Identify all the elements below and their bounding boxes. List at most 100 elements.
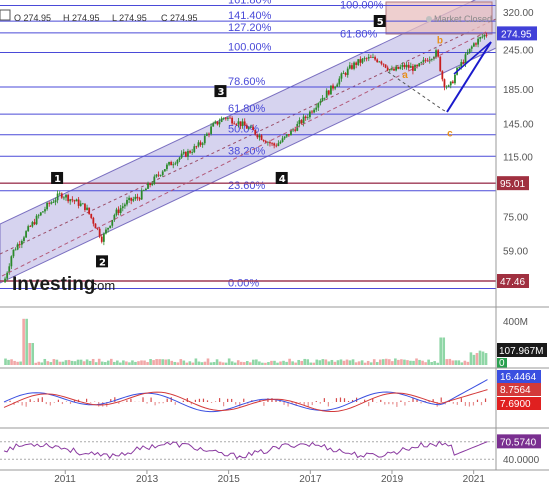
candle-body (470, 46, 473, 49)
market-status: Market Closed (426, 14, 492, 24)
volume-bar (264, 362, 267, 365)
candle-body (384, 64, 387, 68)
volume-bar (131, 360, 134, 365)
volume-bar (164, 359, 167, 365)
volume-bar (472, 354, 476, 365)
macd-value: 16.4464 (500, 372, 537, 383)
candle-body (58, 193, 61, 195)
volume-bar (288, 358, 291, 365)
candle-body (65, 194, 67, 198)
volume-bar (88, 360, 92, 365)
candle-body (107, 227, 109, 230)
candle-body (330, 85, 332, 95)
volume-bar (258, 361, 261, 365)
volume-bar (43, 358, 47, 365)
candle-body (403, 64, 406, 68)
candle-body (184, 151, 187, 157)
volume-bar (55, 359, 59, 365)
candle-body (77, 199, 80, 206)
logo-name: Investing (12, 274, 95, 295)
candle-body (197, 142, 200, 147)
candle-body (231, 117, 234, 124)
candle-body (81, 203, 84, 205)
candle-body (252, 126, 255, 131)
volume-bar (424, 362, 427, 365)
candle-body (258, 135, 261, 138)
candle-body (145, 188, 147, 191)
candle-body (140, 190, 143, 200)
candle-body (294, 129, 297, 131)
fib-label: 161.80% (228, 0, 272, 7)
volume-bar (245, 361, 249, 365)
volume-bar (406, 360, 409, 365)
candle-body (353, 62, 355, 69)
volume-bar (375, 362, 379, 365)
macd-line (3, 379, 488, 413)
candle-body (212, 123, 215, 127)
candle-body (262, 139, 265, 142)
volume-bar (418, 359, 421, 365)
candle-body (271, 143, 273, 145)
candle-body (462, 62, 465, 64)
volume-bar (261, 362, 264, 365)
volume-bar (342, 360, 346, 365)
correction-path (387, 71, 448, 113)
corrective-label: c (447, 129, 453, 140)
candle-body (8, 266, 11, 273)
candle-body (151, 183, 154, 186)
volume-bar (22, 318, 25, 365)
volume-bar (206, 358, 210, 365)
candle-body (382, 63, 385, 65)
candle-body (447, 85, 450, 87)
candle-body (348, 65, 351, 69)
volume-bar (125, 361, 128, 365)
corrective-label: a (402, 70, 408, 81)
candle-body (481, 36, 484, 38)
candle-body (25, 231, 27, 238)
volume-bar (28, 343, 31, 365)
fib-label: 141.40% (228, 10, 272, 22)
candle-body (460, 62, 463, 68)
volume-bar (227, 358, 231, 365)
volume-bar (445, 359, 449, 365)
wave-badge (373, 14, 386, 27)
volume-bar (439, 337, 443, 365)
candle-body (52, 202, 55, 203)
candle-body (332, 85, 334, 89)
candle-body (84, 203, 86, 210)
candle-body (153, 176, 156, 184)
candle-body (73, 200, 76, 202)
candle-body (56, 193, 59, 201)
volume-bar (218, 361, 222, 365)
candle-body (279, 141, 282, 144)
time-label: 2019 (381, 474, 404, 485)
candle-body (229, 117, 231, 119)
candle-body (216, 121, 219, 125)
last-price-tag (497, 26, 537, 41)
time-label: 2013 (136, 474, 159, 485)
volume-bar (415, 358, 418, 365)
volume-tag (497, 343, 547, 357)
investing-logo: Investing .com (12, 274, 115, 295)
candle-body (372, 57, 374, 58)
volume-bar (394, 358, 397, 365)
volume-bar (252, 359, 255, 365)
candle-body (12, 249, 15, 257)
candle-body (365, 58, 368, 60)
volume-bar (460, 362, 464, 365)
ohlc-header: O 274.95 H 274.95 L 274.95 C 274.95 (0, 9, 198, 23)
candle-body (336, 84, 339, 87)
price-pane: 161.80%141.40%127.20%100.00%78.60%61.80%… (0, 0, 497, 295)
volume-bar (158, 359, 161, 365)
volume-bar (236, 360, 240, 365)
volume-bar (76, 359, 80, 365)
candle-body (113, 214, 116, 220)
expand-icon[interactable] (0, 9, 11, 21)
candle-body (86, 207, 88, 210)
volume-bar (397, 359, 400, 365)
candle-body (340, 73, 343, 79)
volume-bar (388, 359, 391, 365)
fib-label: 61.80% (228, 103, 266, 115)
volume-bar (37, 361, 41, 365)
volume-bar (442, 337, 446, 365)
